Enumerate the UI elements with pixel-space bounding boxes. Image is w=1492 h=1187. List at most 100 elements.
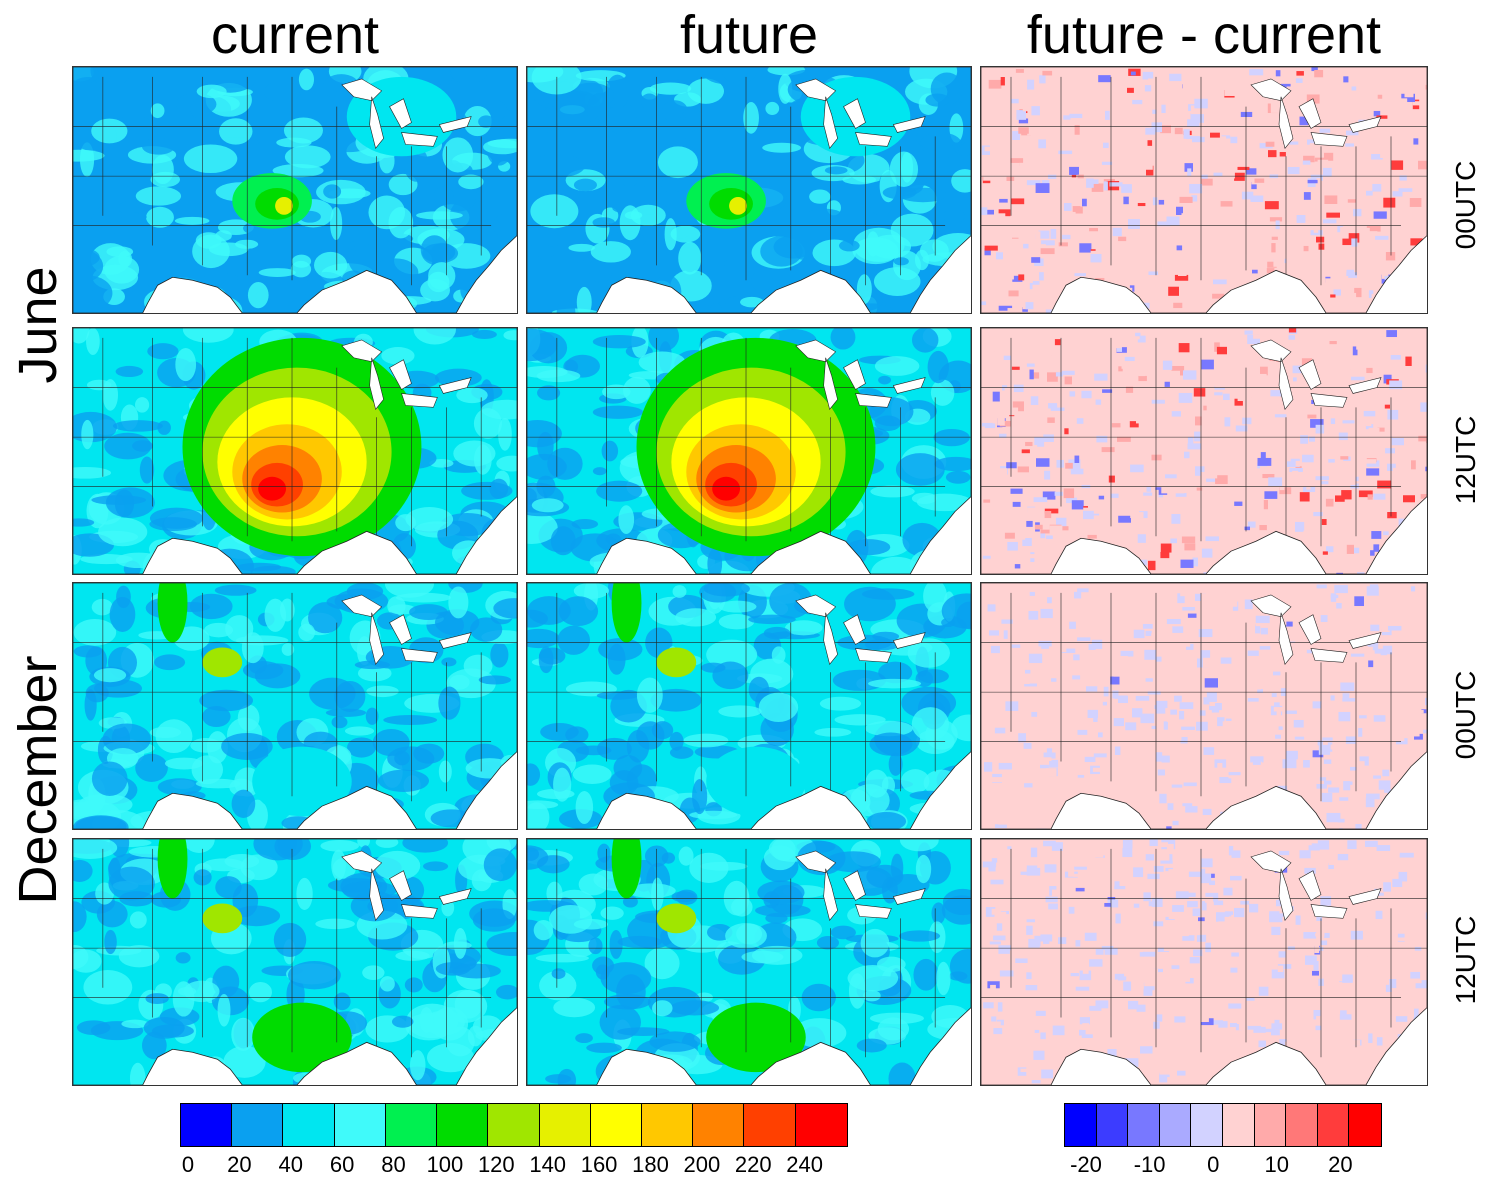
row-label-december: December — [8, 655, 68, 905]
state-boundaries — [73, 592, 517, 802]
map-canvas — [73, 583, 517, 829]
colorbar-diff-swatch — [1286, 1104, 1318, 1146]
colorbar-main-swatch — [283, 1104, 335, 1146]
colorbar-main-tick-label: 60 — [329, 1152, 355, 1177]
time-label-row2: 12UTC — [1450, 415, 1481, 505]
great-lakes — [795, 339, 926, 410]
map-canvas — [73, 67, 517, 313]
colorbar-diff-swatch — [1191, 1104, 1223, 1146]
colorbar-diff-swatch — [1096, 1104, 1129, 1146]
great-lakes — [341, 594, 472, 665]
state-boundaries — [981, 848, 1427, 1058]
coastline — [527, 67, 971, 313]
time-label-row3: 00UTC — [1450, 670, 1481, 760]
state-boundaries — [981, 76, 1427, 286]
state-boundaries — [981, 337, 1427, 547]
colorbar-diff-swatch — [1222, 1104, 1255, 1146]
map-panel-future-june-00utc — [526, 66, 972, 314]
coastline — [527, 583, 971, 829]
great-lakes — [795, 78, 926, 149]
colorbar-main-swatch — [795, 1104, 847, 1146]
great-lakes — [1250, 594, 1382, 665]
state-boundaries — [527, 76, 971, 286]
row-label-june: June — [8, 266, 68, 384]
map-panel-current-june-00utc — [72, 66, 518, 314]
coastline — [527, 328, 971, 574]
coastline — [73, 583, 517, 829]
map-panel-current-december-00utc — [72, 582, 518, 830]
colorbar-main-tick-label: 80 — [381, 1152, 406, 1177]
great-lakes — [795, 850, 926, 921]
colorbar-main-swatch — [539, 1104, 591, 1146]
colorbar-diff-swatch — [1128, 1104, 1160, 1146]
state-boundaries — [527, 592, 971, 802]
column-title-future: future — [679, 5, 819, 65]
map-canvas — [73, 328, 517, 574]
great-lakes — [1250, 339, 1382, 410]
map-panel-current-june-12utc — [72, 327, 518, 575]
colorbar-main-swatch — [232, 1104, 284, 1146]
map-panel-future-june-12utc — [526, 327, 972, 575]
colorbar-main-swatch — [334, 1104, 386, 1146]
colorbar-diff-tick-label: -20 — [1070, 1152, 1102, 1177]
colorbar-main — [180, 1103, 848, 1147]
colorbar-diff-swatch — [1159, 1104, 1192, 1146]
map-canvas — [981, 583, 1427, 829]
time-label-row1: 00UTC — [1450, 160, 1481, 250]
map-panel-diff-december-00utc — [980, 582, 1428, 830]
colorbar-diff-tick-label: 10 — [1264, 1152, 1290, 1177]
map-panel-current-december-12utc — [72, 838, 518, 1086]
coastline — [73, 67, 517, 313]
map-panel-future-december-12utc — [526, 838, 972, 1086]
colorbar-main-tick-label: 180 — [632, 1152, 669, 1177]
colorbar-main-tick-label: 240 — [786, 1152, 823, 1177]
state-boundaries — [73, 848, 517, 1058]
colorbar-main-swatch — [437, 1104, 489, 1146]
map-canvas — [527, 328, 971, 574]
colorbar-main-tick-label: 160 — [580, 1152, 618, 1177]
colorbar-diff-swatch — [1254, 1104, 1287, 1146]
time-label-row4: 12UTC — [1450, 915, 1481, 1005]
map-panel-diff-december-12utc — [980, 838, 1428, 1086]
colorbar-main-tick-label: 120 — [477, 1152, 515, 1177]
colorbar-main-swatch — [488, 1104, 540, 1146]
coastline — [73, 328, 517, 574]
colorbar-main-swatch — [590, 1104, 642, 1146]
colorbar-diff — [1064, 1103, 1382, 1147]
great-lakes — [341, 850, 472, 921]
coastline — [527, 839, 971, 1085]
state-boundaries — [73, 337, 517, 547]
colorbar-main-tick-label: 100 — [426, 1152, 464, 1177]
colorbar-main-swatch — [744, 1104, 796, 1146]
colorbar-main-tick-label: 140 — [529, 1152, 567, 1177]
colorbar-main-swatch — [385, 1104, 438, 1146]
colorbar-diff-swatch — [1065, 1104, 1097, 1146]
great-lakes — [341, 78, 472, 149]
coastline — [981, 583, 1427, 829]
colorbar-diff-swatch — [1349, 1104, 1381, 1146]
coastline — [981, 839, 1427, 1085]
map-canvas — [981, 839, 1427, 1085]
state-boundaries — [527, 337, 971, 547]
great-lakes — [795, 594, 926, 665]
colorbar-diff-swatch — [1317, 1104, 1350, 1146]
coastline — [981, 328, 1427, 574]
great-lakes — [341, 339, 472, 410]
colorbar-main-swatch — [693, 1104, 745, 1146]
map-panel-future-december-00utc — [526, 582, 972, 830]
coastline — [73, 839, 517, 1085]
colorbar-main-tick-label: 220 — [734, 1152, 772, 1177]
colorbar-main-swatch — [181, 1104, 233, 1146]
map-canvas — [527, 583, 971, 829]
map-panel-diff-june-12utc — [980, 327, 1428, 575]
map-panel-diff-june-00utc — [980, 66, 1428, 314]
map-canvas — [981, 328, 1427, 574]
state-boundaries — [527, 848, 971, 1058]
colorbar-main-swatch — [641, 1104, 694, 1146]
map-canvas — [527, 839, 971, 1085]
colorbar-main-tick-label: 40 — [278, 1152, 304, 1177]
great-lakes — [1250, 850, 1382, 921]
colorbar-main-tick-label: 20 — [227, 1152, 252, 1177]
colorbar-diff-tick-label: 20 — [1328, 1152, 1353, 1177]
map-canvas — [981, 67, 1427, 313]
